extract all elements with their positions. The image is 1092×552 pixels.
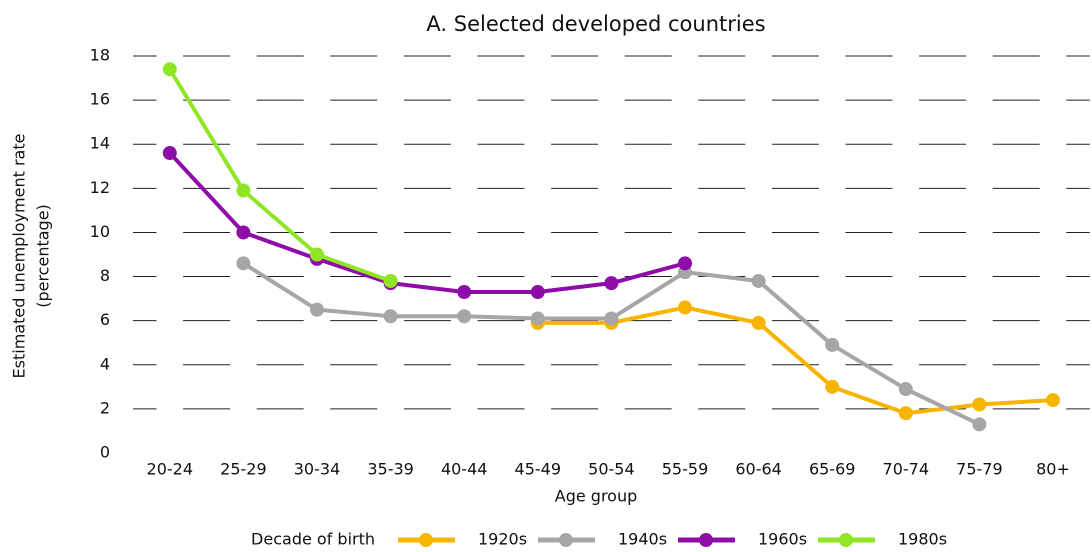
series-line bbox=[537, 305, 1054, 416]
data-point bbox=[751, 315, 766, 330]
data-point bbox=[457, 284, 472, 299]
legend-marker bbox=[699, 533, 713, 547]
data-point bbox=[972, 417, 987, 432]
chart-title: A. Selected developed countries bbox=[426, 12, 765, 36]
data-point bbox=[972, 397, 987, 412]
data-point bbox=[530, 311, 545, 326]
legend-label: 1920s bbox=[478, 530, 527, 549]
y-axis-label: Estimated unemployment rate bbox=[10, 134, 29, 379]
legend-label: 1980s bbox=[898, 530, 947, 549]
data-point bbox=[310, 247, 324, 262]
data-point bbox=[825, 379, 840, 394]
data-point bbox=[162, 62, 177, 77]
y-tick-label: 16 bbox=[90, 90, 110, 109]
data-point bbox=[898, 382, 913, 397]
data-point bbox=[310, 302, 324, 317]
y-tick-label: 6 bbox=[100, 310, 110, 329]
data-point bbox=[604, 311, 619, 326]
series-line bbox=[168, 151, 686, 294]
x-tick-label: 50-54 bbox=[588, 460, 635, 479]
legend-title: Decade of birth bbox=[251, 530, 375, 549]
x-tick-label: 20-24 bbox=[147, 460, 194, 479]
data-point bbox=[236, 183, 251, 198]
data-point bbox=[604, 276, 619, 291]
y-tick-label: 2 bbox=[100, 398, 110, 417]
x-tick-label: 25-29 bbox=[220, 460, 267, 479]
data-point bbox=[678, 256, 692, 271]
data-point bbox=[162, 146, 177, 161]
data-point bbox=[825, 337, 840, 352]
legend-marker bbox=[559, 533, 573, 547]
x-tick-label: 60-64 bbox=[735, 460, 782, 479]
x-tick-label: 65-69 bbox=[809, 460, 856, 479]
x-tick-label: 35-39 bbox=[367, 460, 414, 479]
legend-marker bbox=[839, 533, 853, 547]
x-tick-label: 70-74 bbox=[883, 460, 930, 479]
data-point bbox=[236, 256, 251, 271]
series-line bbox=[168, 68, 392, 283]
data-point bbox=[236, 225, 251, 240]
x-tick-label: 30-34 bbox=[294, 460, 341, 479]
legend-label: 1940s bbox=[618, 530, 667, 549]
data-point bbox=[1046, 393, 1060, 408]
y-tick-label: 10 bbox=[90, 222, 110, 241]
y-axis-label: (percentage) bbox=[34, 204, 53, 308]
x-tick-label: 55-59 bbox=[662, 460, 709, 479]
data-point bbox=[383, 273, 398, 288]
data-point bbox=[530, 284, 545, 299]
y-tick-label: 4 bbox=[100, 354, 110, 373]
x-tick-label: 40-44 bbox=[441, 460, 488, 479]
y-tick-label: 8 bbox=[100, 266, 110, 285]
data-point bbox=[383, 309, 398, 324]
y-tick-label: 14 bbox=[90, 134, 110, 153]
data-point bbox=[457, 309, 472, 324]
y-tick-label: 18 bbox=[90, 46, 110, 65]
x-tick-label: 75-79 bbox=[956, 460, 1003, 479]
x-tick-label: 80+ bbox=[1036, 460, 1070, 479]
data-point bbox=[898, 406, 913, 421]
data-point bbox=[751, 273, 766, 288]
data-point bbox=[678, 300, 692, 315]
x-tick-label: 45-49 bbox=[515, 460, 562, 479]
legend-marker bbox=[419, 533, 433, 547]
x-axis-label: Age group bbox=[555, 487, 638, 506]
legend-label: 1960s bbox=[758, 530, 807, 549]
y-tick-label: 12 bbox=[90, 178, 110, 197]
y-tick-label: 0 bbox=[100, 443, 110, 462]
